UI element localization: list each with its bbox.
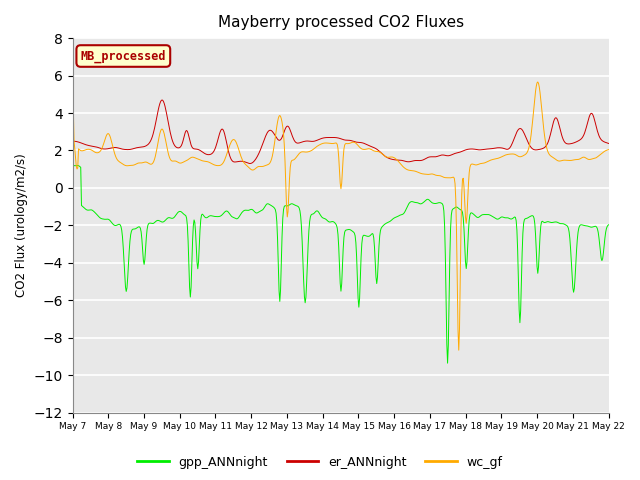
Line: gpp_ANNnight: gpp_ANNnight xyxy=(72,165,609,363)
gpp_ANNnight xyxy=(421,198,429,204)
gpp_ANNnight xyxy=(605,222,612,228)
er_ANNnight xyxy=(134,145,141,151)
Y-axis label: CO2 Flux (urology/m2/s): CO2 Flux (urology/m2/s) xyxy=(15,154,28,297)
gpp_ANNnight xyxy=(444,360,451,366)
gpp_ANNnight xyxy=(188,261,196,267)
er_ANNnight xyxy=(78,141,86,146)
wc_gf xyxy=(68,67,76,73)
wc_gf xyxy=(188,155,196,160)
gpp_ANNnight xyxy=(406,200,413,205)
wc_gf xyxy=(455,348,463,353)
Text: MB_processed: MB_processed xyxy=(81,49,166,63)
wc_gf xyxy=(605,147,612,153)
wc_gf xyxy=(406,168,413,173)
er_ANNnight xyxy=(217,127,225,133)
er_ANNnight xyxy=(423,155,431,161)
er_ANNnight xyxy=(189,145,196,151)
gpp_ANNnight xyxy=(134,225,141,230)
er_ANNnight xyxy=(68,138,76,144)
wc_gf xyxy=(134,160,141,166)
Line: wc_gf: wc_gf xyxy=(72,70,609,350)
er_ANNnight xyxy=(605,141,612,146)
gpp_ANNnight xyxy=(68,162,76,168)
wc_gf xyxy=(78,148,86,154)
er_ANNnight xyxy=(407,158,415,164)
gpp_ANNnight xyxy=(216,213,224,219)
gpp_ANNnight xyxy=(78,203,86,209)
wc_gf xyxy=(216,162,224,168)
Title: Mayberry processed CO2 Fluxes: Mayberry processed CO2 Fluxes xyxy=(218,15,463,30)
er_ANNnight xyxy=(158,97,166,103)
Legend: gpp_ANNnight, er_ANNnight, wc_gf: gpp_ANNnight, er_ANNnight, wc_gf xyxy=(132,451,508,474)
er_ANNnight xyxy=(246,161,254,167)
wc_gf xyxy=(421,171,429,177)
Line: er_ANNnight: er_ANNnight xyxy=(72,100,609,164)
